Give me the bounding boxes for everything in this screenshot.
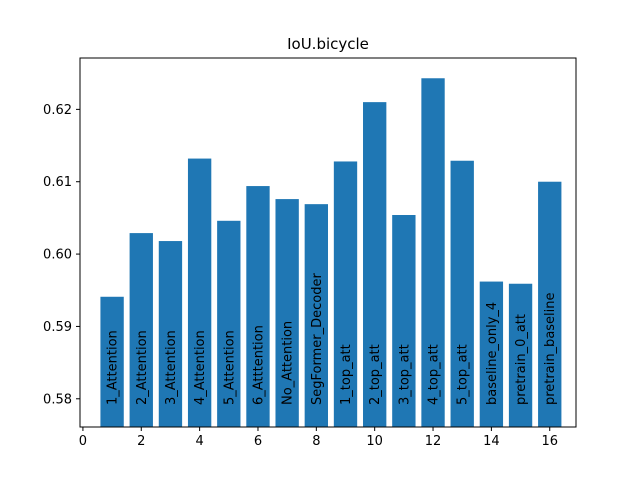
bar-label: 5_Attention	[222, 330, 237, 405]
bar-3_top_att	[392, 215, 416, 427]
bar-label: 5_top_att	[456, 344, 471, 405]
bar-label: pretrain_baseline	[543, 292, 558, 405]
bar-2_Attention	[129, 233, 153, 427]
bar-label: baseline_only_4	[485, 302, 500, 405]
x-tick-label: 6	[254, 434, 262, 449]
x-tick-label: 8	[312, 434, 320, 449]
bar-baseline_only_4	[479, 281, 504, 427]
bar-pretrain_0_att	[508, 283, 533, 427]
bar-label: 4_Attention	[193, 330, 208, 405]
bars-group	[100, 78, 562, 428]
bar-pretrain_baseline	[538, 181, 562, 427]
bar-4_Attention	[187, 158, 212, 427]
bar-1_Attention	[100, 296, 124, 427]
bar-4_top_att	[421, 78, 445, 428]
bar-label: 4_top_att	[427, 344, 442, 405]
bar-label: 1_top_att	[339, 344, 354, 405]
x-tick-label: 2	[137, 434, 145, 449]
bar-SegFormer_Decoder	[304, 204, 328, 427]
y-axis: 0.58 0.59 0.60 0.61 0.62	[43, 103, 80, 407]
bar-label: 1_Attention	[106, 330, 121, 405]
x-tick-label: 12	[425, 434, 442, 449]
bar-6_Atttention	[246, 186, 270, 427]
x-tick-label: 0	[79, 434, 87, 449]
bar-5_top_att	[450, 160, 474, 427]
bar-label: SegFormer_Decoder	[310, 273, 325, 405]
x-tick-label: 10	[366, 434, 383, 449]
x-tick-label: 14	[483, 434, 500, 449]
chart-title: IoU.bicycle	[287, 35, 369, 53]
bar-3_Attention	[158, 241, 183, 427]
x-axis: 0 2 4 6 8 10 12 14 16	[79, 427, 558, 449]
y-tick-label: 0.61	[43, 175, 72, 190]
bar-5_Attention	[217, 220, 241, 427]
bar-1_top_att	[333, 161, 358, 427]
y-tick-label: 0.60	[43, 248, 72, 263]
bar-label: 2_Attention	[135, 330, 150, 405]
x-tick-label: 4	[195, 434, 203, 449]
bar-label: 3_top_att	[397, 344, 412, 405]
bar-2_top_att	[363, 102, 387, 428]
plot-frame	[79, 57, 577, 428]
y-tick-label: 0.59	[43, 320, 72, 335]
bar-labels-group: 1_Attention 2_Attention 3_Attention 4_Atten…	[106, 273, 559, 405]
bar-label: 6_Atttention	[251, 325, 266, 405]
bar-label: No_Attention	[281, 321, 296, 405]
bar-label: pretrain_0_att	[514, 314, 529, 405]
y-tick-label: 0.58	[43, 392, 72, 407]
bar-label: 3_Attention	[164, 330, 179, 405]
x-tick-label: 16	[541, 434, 558, 449]
bar-label: 2_top_att	[368, 344, 383, 405]
bar-No_Attention	[275, 199, 299, 427]
y-tick-label: 0.62	[43, 103, 72, 118]
